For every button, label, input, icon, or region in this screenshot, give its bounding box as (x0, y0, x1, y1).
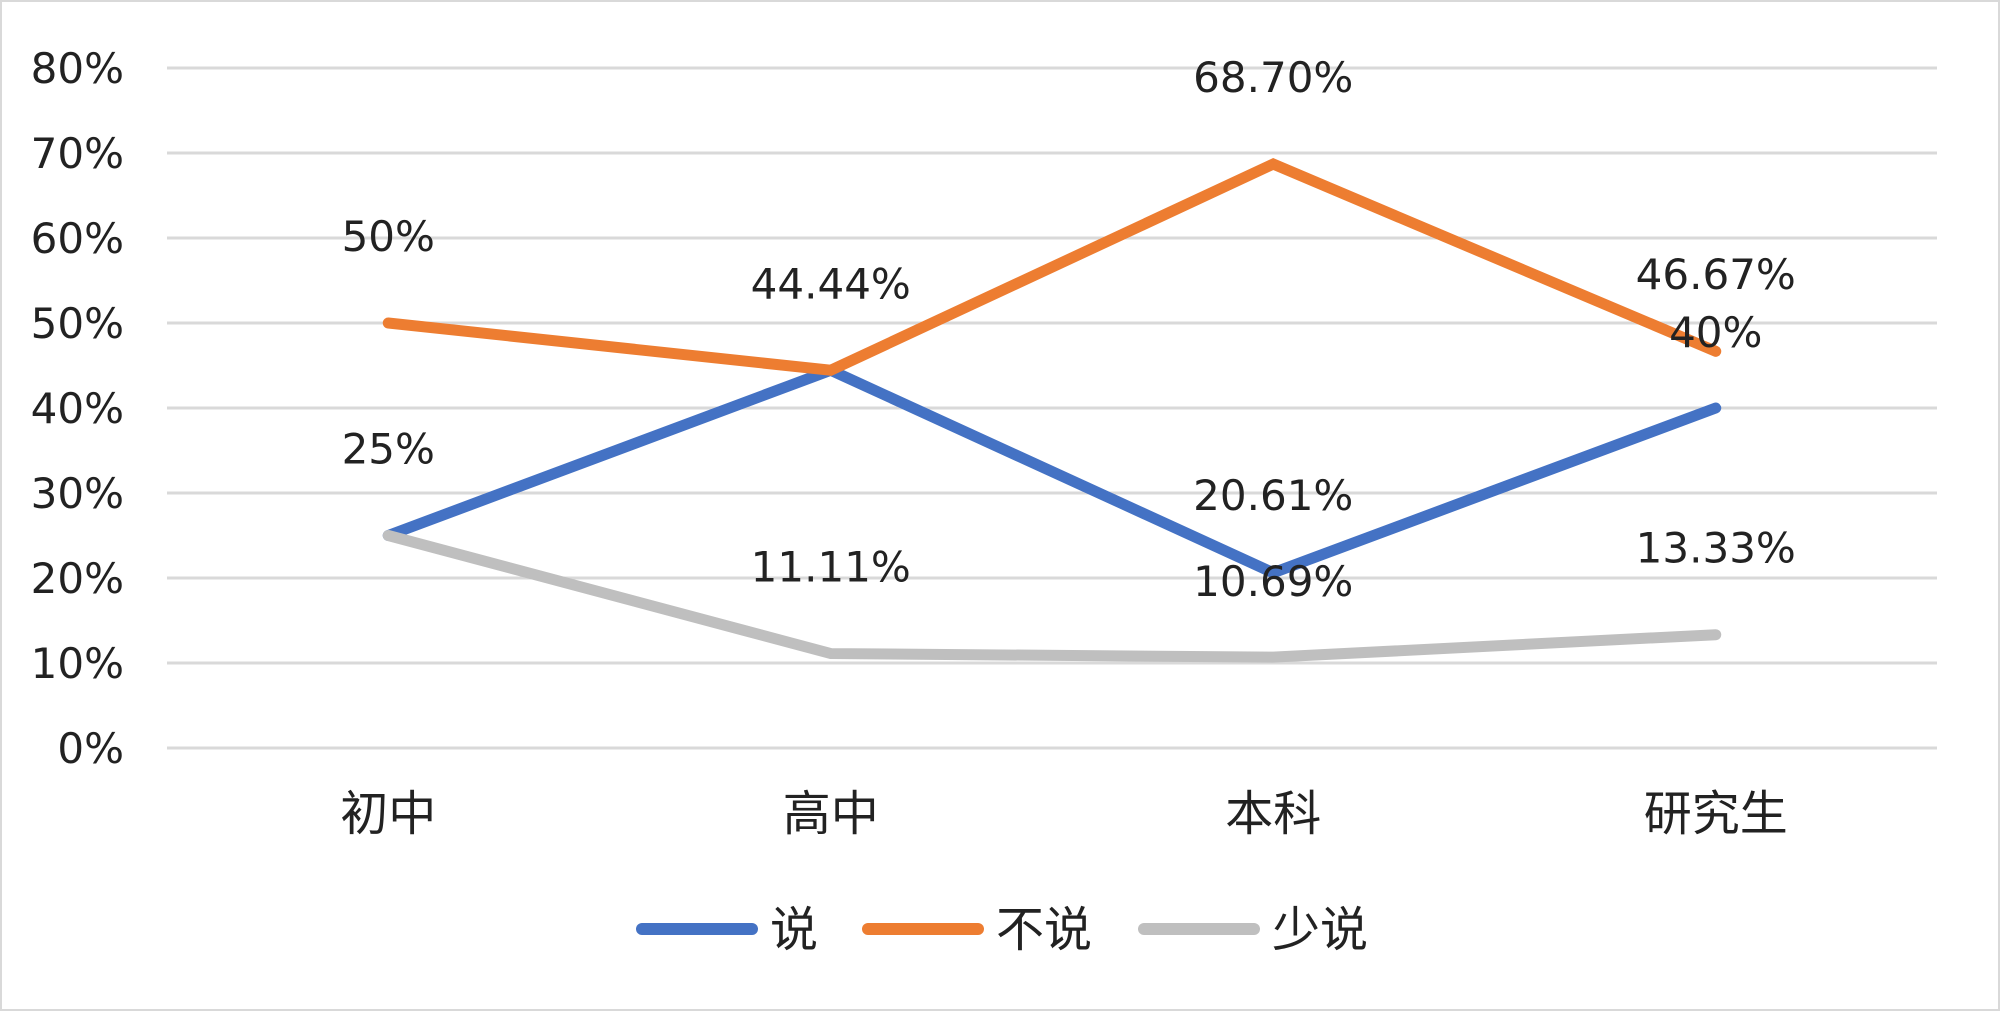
y-tick-label: 60% (31, 214, 124, 263)
gridlines (167, 68, 1937, 748)
y-tick-label: 0% (57, 724, 124, 773)
x-axis-category-labels: 初中 高中 本科 研究生 (340, 786, 1788, 842)
x-category-label: 研究生 (1644, 786, 1788, 842)
y-tick-label: 70% (31, 129, 124, 178)
data-label: 20.61% (1193, 471, 1353, 520)
y-tick-label: 30% (31, 469, 124, 518)
y-tick-label: 20% (31, 554, 124, 603)
legend-label-2: 不说 (996, 902, 1092, 958)
series-line-3 (388, 536, 1716, 658)
x-category-label: 高中 (783, 786, 879, 842)
data-label: 68.70% (1193, 53, 1353, 102)
legend: 说 不说 少说 (642, 902, 1368, 958)
y-tick-label: 10% (31, 639, 124, 688)
data-label: 11.11% (751, 543, 911, 592)
legend-label-1: 说 (770, 902, 818, 958)
legend-label-3: 少说 (1272, 902, 1368, 958)
data-label: 40% (1669, 308, 1762, 357)
y-tick-label: 50% (31, 299, 124, 348)
data-labels: 25% 44.44% 20.61% 40% 50% 68.70% 46.67% 11.11% 1… (342, 53, 1796, 606)
data-label: 50% (342, 212, 435, 261)
x-category-label: 初中 (340, 786, 436, 842)
data-label: 25% (342, 425, 435, 474)
data-label: 46.67% (1636, 250, 1796, 299)
y-axis-tick-labels: 0% 10% 20% 30% 40% 50% 60% 70% 80% (31, 44, 124, 773)
y-tick-label: 80% (31, 44, 124, 93)
series-line-2 (388, 164, 1716, 370)
data-label: 10.69% (1193, 557, 1353, 606)
x-category-label: 本科 (1225, 786, 1321, 842)
data-label: 13.33% (1636, 524, 1796, 573)
data-label: 44.44% (751, 259, 911, 308)
series-line-1 (388, 370, 1716, 573)
y-tick-label: 40% (31, 384, 124, 433)
